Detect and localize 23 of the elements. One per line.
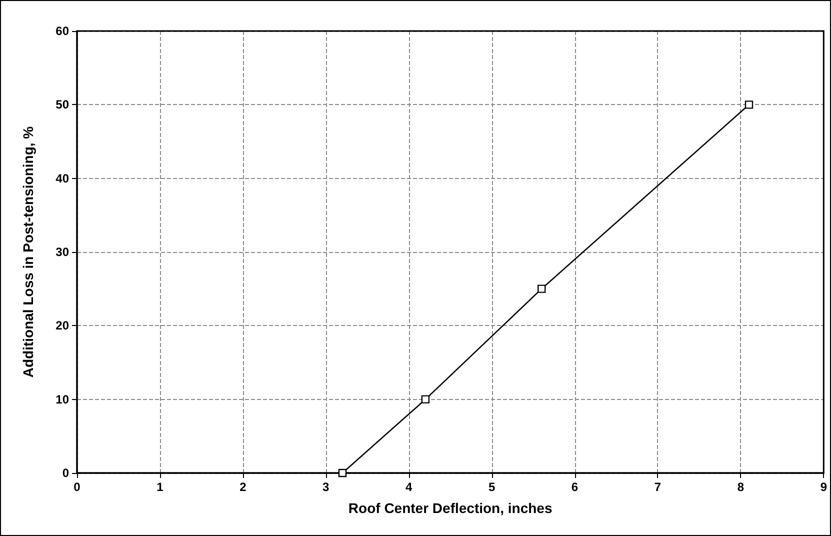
- y-tick-label: 60: [56, 24, 70, 38]
- x-tick-label: 5: [488, 480, 496, 494]
- point: [421, 395, 430, 404]
- y-tick-label: 40: [56, 171, 70, 186]
- point: [744, 100, 754, 109]
- x-tick-label: 3: [322, 480, 330, 494]
- point: [338, 468, 347, 478]
- y-tick-label: 50: [56, 98, 70, 112]
- x-axis-title: Roof Center Deflection, inches: [348, 500, 552, 516]
- point: [537, 284, 546, 293]
- x-tick-label: 6: [571, 480, 578, 494]
- x-tick-label: 2: [240, 480, 247, 494]
- x-tick-label: 4: [406, 480, 413, 494]
- y-tick-label: 10: [56, 392, 70, 406]
- x-tick-label: 0: [74, 480, 81, 494]
- y-axis-title: Additional Loss in Post-tensioning, %: [20, 126, 36, 378]
- y-tick-label: 30: [56, 245, 70, 259]
- x-tick-label: 9: [820, 480, 828, 494]
- y-tick-label: 20: [56, 318, 70, 333]
- x-tick-label: 7: [654, 480, 662, 494]
- y-tick-label: 0: [62, 466, 70, 480]
- x-tick-label: 1: [156, 480, 164, 494]
- x-tick-label: 8: [737, 480, 744, 494]
